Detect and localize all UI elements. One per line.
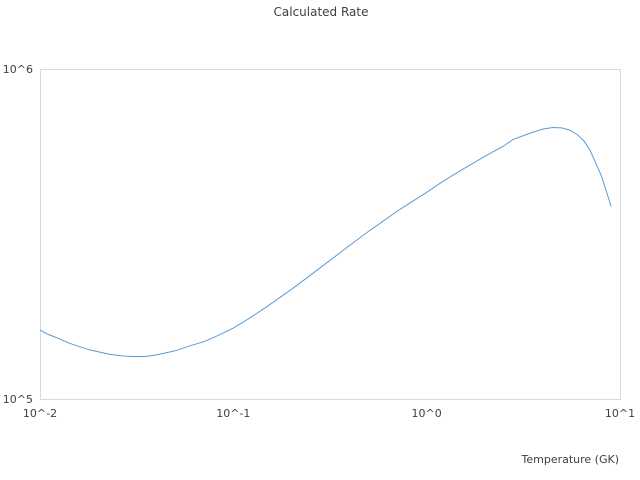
x-axis-ticks: 10^-2 10^-1 10^0 10^1 [23, 407, 635, 420]
x-tick-label: 10^-1 [216, 407, 250, 420]
x-tick-label: 10^-2 [23, 407, 57, 420]
series-group [39, 126, 612, 357]
x-tick-label: 10^0 [412, 407, 442, 420]
chart-title: Calculated Rate [274, 5, 369, 19]
y-axis-ticks: 10^5 10^6 [3, 63, 33, 406]
series-line [39, 126, 612, 357]
x-axis-label: Temperature (GK) [521, 453, 620, 466]
y-tick-label: 10^6 [3, 63, 33, 76]
y-tick-label: 10^5 [3, 393, 33, 406]
plot-area-frame [40, 69, 621, 400]
x-tick-label: 10^1 [605, 407, 635, 420]
